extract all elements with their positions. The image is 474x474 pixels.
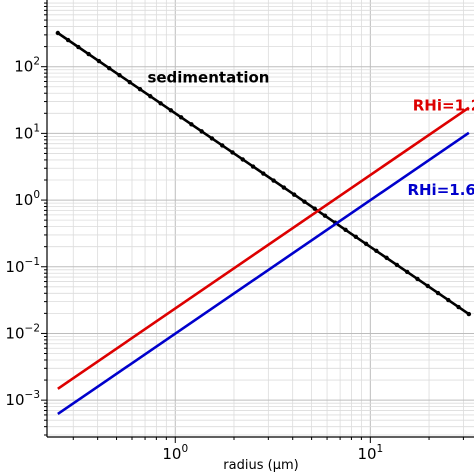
series-marker [137,87,143,92]
x-tick-label: 101 [357,443,383,463]
series-label: sedimentation [147,68,269,86]
series-marker [353,234,359,239]
x-axis-label: radius (µm) [223,458,298,473]
series-marker [76,44,81,50]
series-marker [209,136,215,141]
series-marker [86,51,91,57]
y-tick-label: 10−1 [5,256,40,276]
series-labels: sedimentation RHi=1.25 RHi=1.6 [147,68,474,198]
series-marker [363,241,369,247]
series-label: RHi=1.6 [407,181,474,199]
series-marker [446,297,451,303]
series-marker [250,164,256,169]
series-line [57,106,470,390]
series-marker [374,248,379,254]
series-marker [148,94,153,99]
series-marker [261,171,266,176]
series-label: RHi=1.25 [413,97,474,115]
series-marker [107,65,112,71]
series-layer [55,30,472,416]
series-marker [127,79,132,85]
series-marker [65,37,71,43]
series-marker [302,199,307,204]
series-marker [466,311,472,317]
series-marker [384,255,389,261]
ticks: 100 101 10−3 10−2 10−1 100 101 102 [5,0,474,463]
series-marker [230,150,235,155]
series-marker [168,108,174,113]
series-marker [312,206,317,211]
y-tick-label: 10−2 [5,322,40,342]
series-marker [271,178,276,183]
y-tick-label: 102 [14,56,40,76]
series-marker [281,185,287,190]
series-marker [199,129,204,134]
series-marker [405,269,410,275]
series-marker [96,58,102,64]
y-tick-label: 10−3 [5,389,40,409]
y-tick-label: 101 [14,122,40,142]
series-marker [55,30,61,36]
series-marker [415,276,420,282]
series-marker [456,304,461,310]
x-tick-label: 100 [162,443,188,463]
series-marker [394,262,400,268]
series-marker [425,283,430,289]
series-marker [343,227,348,232]
series-marker [158,101,163,106]
series-marker [178,115,184,120]
series-marker [240,157,245,162]
series-marker [291,192,297,197]
grid [47,0,474,437]
series-marker [189,122,194,127]
series-marker [220,143,225,148]
series-marker [435,290,441,296]
series-marker [322,213,328,218]
series-marker [117,72,122,78]
y-tick-label: 100 [14,189,40,209]
series-line [57,131,470,416]
